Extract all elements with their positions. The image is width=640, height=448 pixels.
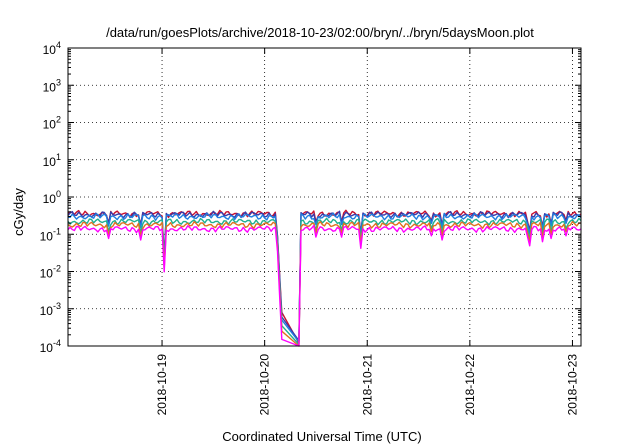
y-tick-label: 10-4 bbox=[40, 338, 61, 355]
chart-title: /data/run/goesPlots/archive/2018-10-23/0… bbox=[106, 25, 534, 40]
y-tick-label: 103 bbox=[43, 77, 61, 94]
y-tick-label: 102 bbox=[43, 115, 61, 132]
y-tick-label: 104 bbox=[43, 40, 61, 57]
series-line bbox=[67, 224, 582, 347]
y-tick-label: 10-2 bbox=[40, 264, 61, 281]
series-line bbox=[67, 210, 582, 342]
x-tick-label: 2018-10-20 bbox=[258, 354, 272, 416]
y-axis-label: cGy/day bbox=[11, 188, 26, 236]
y-tick-label: 10-1 bbox=[40, 226, 61, 243]
y-tick-label: 10-3 bbox=[40, 301, 61, 318]
x-tick-label: 2018-10-21 bbox=[360, 354, 374, 416]
y-tick-label: 101 bbox=[43, 152, 61, 169]
series-line bbox=[67, 220, 581, 347]
y-tick-label: 100 bbox=[43, 189, 61, 206]
series-line bbox=[67, 217, 582, 346]
grid-layer bbox=[68, 48, 581, 346]
x-axis-label: Coordinated Universal Time (UTC) bbox=[222, 429, 421, 444]
x-tick-label: 2018-10-23 bbox=[565, 354, 579, 416]
tick-layer: 10-4 10-3 10-2 10-1 100 101 102 103 104 2018-10-1… bbox=[40, 40, 581, 415]
x-tick-label: 2018-10-22 bbox=[463, 354, 477, 416]
series-layer bbox=[67, 209, 582, 347]
x-tick-label: 2018-10-19 bbox=[155, 354, 169, 416]
series-line bbox=[68, 212, 582, 343]
